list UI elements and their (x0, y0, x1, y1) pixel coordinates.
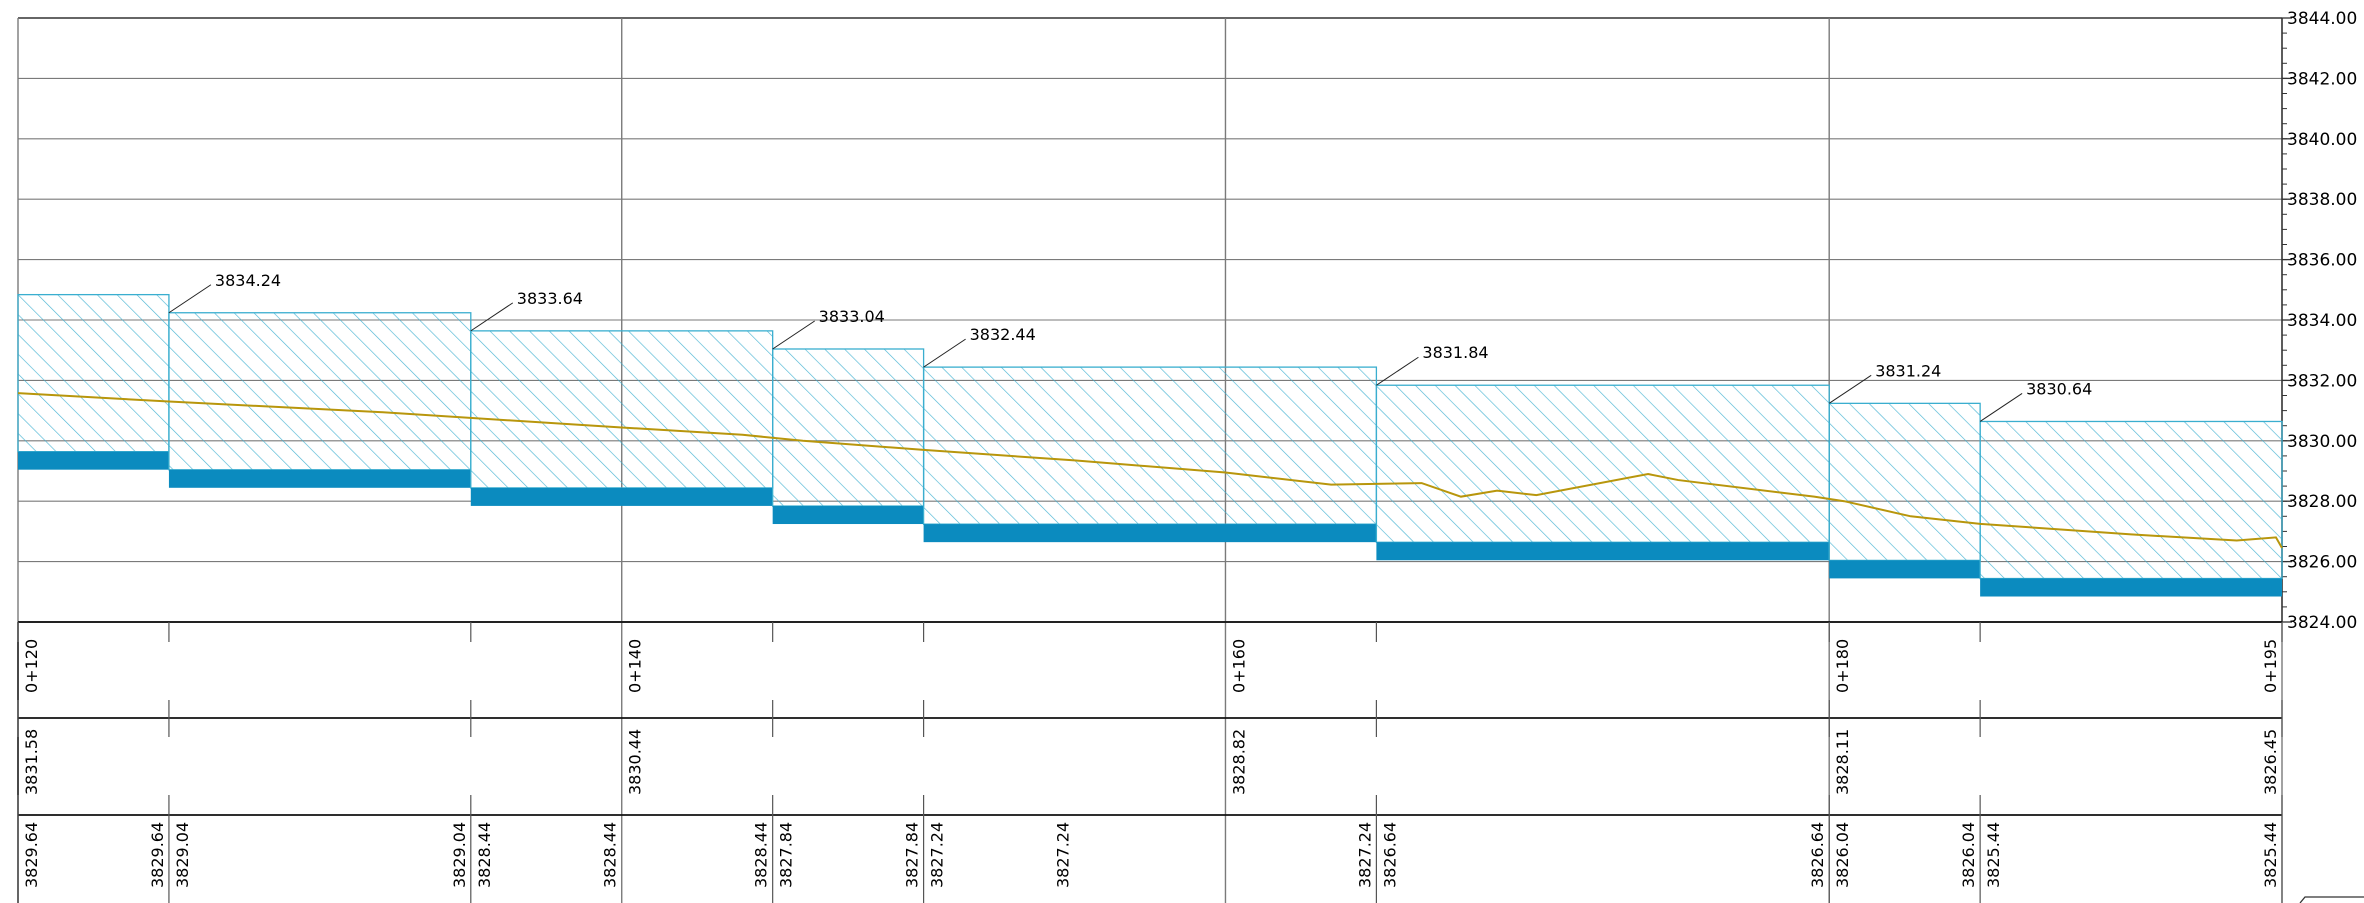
ground-elevation-label: 3830.44 (626, 729, 645, 795)
leader-line (1828, 374, 1872, 404)
base-elevation-label: 3825.44 (1984, 822, 2003, 888)
fill-layer (17, 293, 2283, 597)
top-elevation-label: 3834.24 (215, 271, 281, 290)
corner-marker (2299, 896, 2364, 903)
ground-line-layer (17, 392, 2283, 549)
ground-elevation-label: 3828.11 (1833, 729, 1852, 795)
base-elevation-label: 3826.04 (1833, 822, 1852, 888)
base-bar (168, 469, 471, 488)
station-label: 0+160 (1229, 639, 1248, 693)
base-elevation-label: 3827.24 (1355, 822, 1374, 888)
top-elevation-label: 3830.64 (2026, 379, 2092, 398)
ground-elevation-label: 3831.58 (22, 729, 41, 795)
label-layer: 3834.24 3833.64 3833.04 3832.44 3831.84 3831.… (168, 271, 2092, 422)
y-tick-label: 3842.00 (2287, 69, 2357, 89)
station-label: 0+180 (1833, 639, 1852, 693)
ground-profile-line (17, 392, 2283, 549)
base-elevation-label: 3828.44 (601, 822, 620, 888)
ground-elevation-label: 3826.45 (2261, 729, 2280, 795)
top-elevation-label: 3833.64 (517, 289, 583, 308)
hatched-section (1980, 421, 2282, 579)
base-elevation-label: 3826.64 (1808, 822, 1827, 888)
data-band: 0+120 0+140 0+160 0+180 0+195 3831.58 3830.44 3… (17, 621, 2364, 903)
hatched-section (772, 348, 924, 507)
y-tick-label: 3836.00 (2287, 251, 2357, 271)
y-tick-label: 3826.00 (2287, 553, 2357, 573)
hatched-section (168, 312, 471, 470)
y-tick-label: 3828.00 (2287, 492, 2357, 512)
base-elevation-label: 3827.84 (777, 822, 796, 888)
y-tick-label: 3840.00 (2287, 130, 2357, 150)
ground-elevation-label: 3828.82 (1229, 729, 1248, 795)
leader-line (772, 320, 815, 350)
base-elevation-label: 3825.44 (2261, 822, 2280, 888)
top-elevation-label: 3833.04 (819, 307, 885, 326)
base-bar (772, 506, 924, 525)
base-bar (923, 524, 1377, 543)
top-elevation-label: 3831.84 (1422, 343, 1488, 362)
y-tick-label: 3832.00 (2287, 371, 2357, 391)
top-elevation-label: 3832.44 (970, 325, 1036, 344)
station-label: 0+140 (626, 639, 645, 693)
leader-line (1979, 393, 2023, 422)
base-elevation-label: 3829.04 (450, 822, 469, 888)
leader-line (470, 302, 514, 332)
station-label: 0+120 (22, 639, 41, 693)
y-tick-label: 3830.00 (2287, 432, 2357, 452)
y-tick-label: 3834.00 (2287, 311, 2357, 331)
base-elevation-label: 3828.44 (475, 822, 494, 888)
base-bar (18, 451, 169, 470)
hatched-section (1829, 403, 1981, 561)
base-elevation-label: 3826.64 (1380, 822, 1399, 888)
base-elevation-label: 3829.64 (22, 822, 41, 888)
top-elevation-label: 3831.24 (1875, 361, 1941, 380)
hatched-section (470, 330, 773, 488)
base-bar (1376, 542, 1830, 561)
base-elevation-label: 3826.04 (1959, 822, 1978, 888)
y-tick-label: 3844.00 (2287, 9, 2357, 29)
base-elevation-label: 3828.44 (752, 822, 771, 888)
base-bar (470, 487, 773, 506)
base-elevation-label: 3827.24 (928, 822, 947, 888)
hatched-section (923, 367, 1377, 525)
base-elevation-label: 3827.24 (1054, 822, 1073, 888)
leader-line (1376, 356, 1419, 386)
base-elevation-label: 3829.64 (148, 822, 167, 888)
y-tick-label: 3824.00 (2287, 613, 2357, 633)
y-tick-label: 3838.00 (2287, 190, 2357, 210)
base-elevation-label: 3827.84 (903, 822, 922, 888)
base-elevation-label: 3829.04 (173, 822, 192, 888)
leader-line (923, 338, 966, 368)
hatched-section (1376, 385, 1830, 543)
hatched-section (18, 294, 169, 452)
leader-line (168, 284, 212, 314)
base-bar (1829, 560, 1981, 579)
base-bar (1980, 578, 2282, 597)
station-label: 0+195 (2261, 639, 2280, 693)
section-outline (1979, 420, 2283, 580)
